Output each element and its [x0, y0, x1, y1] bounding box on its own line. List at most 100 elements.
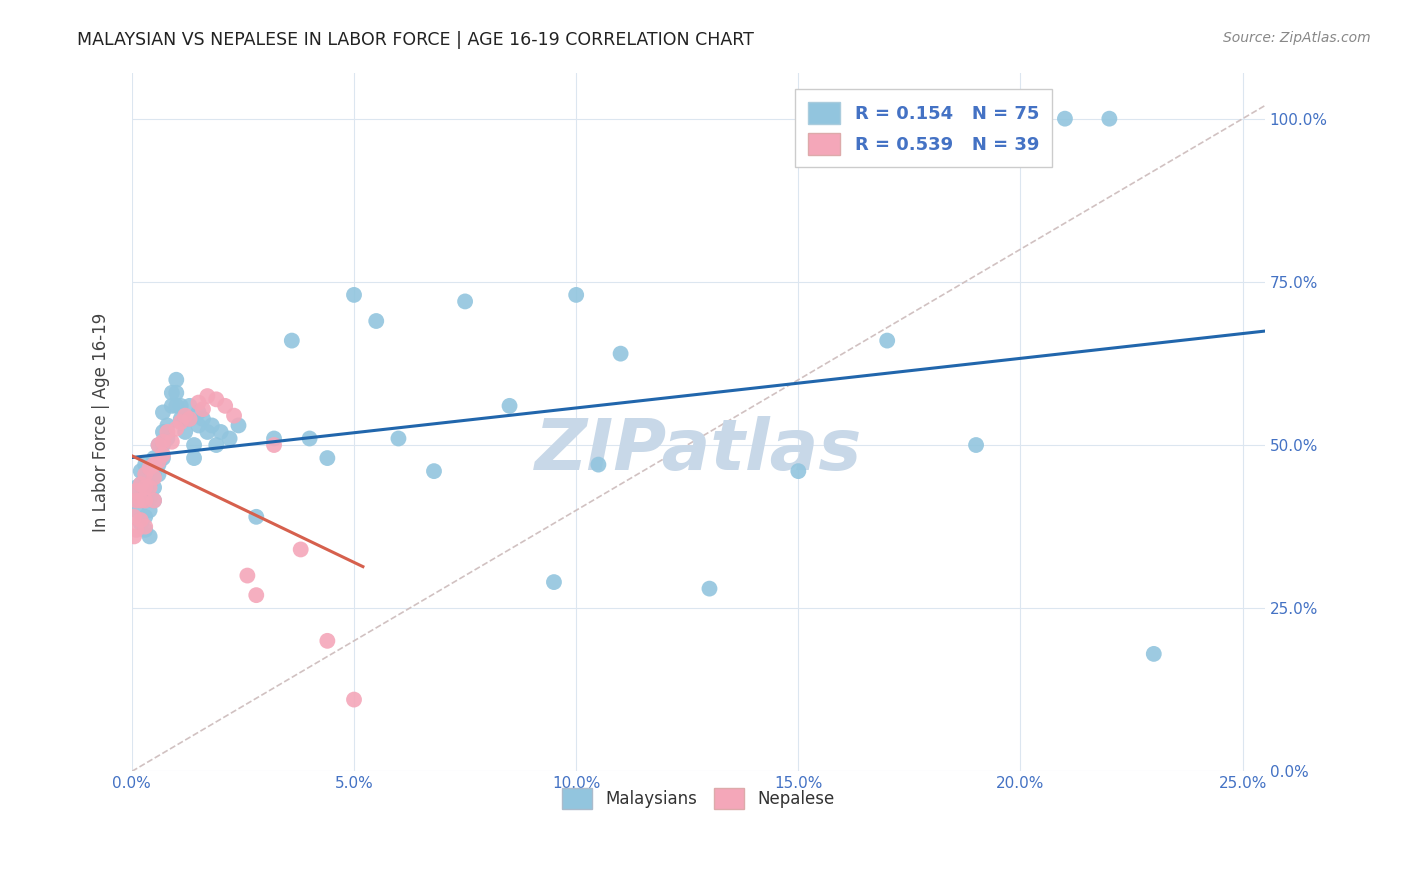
- Point: [191, 412, 214, 426]
- Point: [174, 412, 197, 426]
- Point: [134, 470, 156, 484]
- Point: [165, 422, 187, 436]
- Point: [156, 418, 179, 433]
- Point: [143, 451, 166, 466]
- Point: [125, 480, 148, 494]
- Point: [152, 434, 174, 449]
- Point: [263, 438, 285, 452]
- Point: [138, 503, 160, 517]
- Point: [214, 399, 236, 413]
- Point: [965, 438, 987, 452]
- Point: [187, 405, 209, 419]
- Point: [143, 493, 166, 508]
- Point: [143, 467, 166, 482]
- Point: [152, 448, 174, 462]
- Point: [170, 399, 193, 413]
- Point: [152, 405, 174, 419]
- Point: [125, 523, 148, 537]
- Point: [160, 385, 183, 400]
- Point: [129, 516, 152, 531]
- Point: [134, 523, 156, 537]
- Point: [174, 409, 197, 423]
- Point: [209, 425, 232, 439]
- Point: [129, 477, 152, 491]
- Point: [1143, 647, 1166, 661]
- Point: [179, 399, 201, 413]
- Point: [129, 464, 152, 478]
- Point: [565, 288, 588, 302]
- Point: [387, 432, 409, 446]
- Point: [179, 412, 201, 426]
- Point: [366, 314, 388, 328]
- Point: [148, 454, 170, 468]
- Point: [134, 509, 156, 524]
- Point: [245, 588, 267, 602]
- Point: [1053, 112, 1076, 126]
- Point: [134, 480, 156, 494]
- Point: [343, 692, 366, 706]
- Point: [174, 425, 197, 439]
- Point: [138, 480, 160, 494]
- Point: [170, 415, 193, 429]
- Point: [134, 458, 156, 472]
- Point: [183, 451, 205, 466]
- Point: [129, 513, 152, 527]
- Point: [122, 529, 145, 543]
- Point: [143, 470, 166, 484]
- Point: [138, 461, 160, 475]
- Point: [152, 451, 174, 466]
- Point: [143, 458, 166, 472]
- Point: [205, 438, 228, 452]
- Point: [187, 395, 209, 409]
- Y-axis label: In Labor Force | Age 16-19: In Labor Force | Age 16-19: [93, 312, 110, 532]
- Text: ZIPatlas: ZIPatlas: [534, 416, 862, 484]
- Point: [160, 399, 183, 413]
- Point: [498, 399, 520, 413]
- Point: [152, 438, 174, 452]
- Point: [125, 483, 148, 498]
- Point: [699, 582, 721, 596]
- Point: [179, 412, 201, 426]
- Point: [156, 425, 179, 439]
- Point: [222, 409, 245, 423]
- Point: [165, 399, 187, 413]
- Point: [129, 490, 152, 504]
- Point: [138, 529, 160, 543]
- Point: [129, 493, 152, 508]
- Point: [148, 438, 170, 452]
- Point: [787, 464, 810, 478]
- Point: [134, 467, 156, 482]
- Point: [143, 493, 166, 508]
- Point: [263, 432, 285, 446]
- Point: [125, 503, 148, 517]
- Point: [298, 432, 321, 446]
- Point: [343, 288, 366, 302]
- Point: [281, 334, 304, 348]
- Point: [125, 493, 148, 508]
- Point: [165, 385, 187, 400]
- Text: Source: ZipAtlas.com: Source: ZipAtlas.com: [1223, 31, 1371, 45]
- Point: [148, 438, 170, 452]
- Point: [316, 451, 339, 466]
- Point: [138, 477, 160, 491]
- Point: [160, 434, 183, 449]
- Point: [543, 575, 565, 590]
- Point: [609, 346, 631, 360]
- Point: [183, 438, 205, 452]
- Point: [588, 458, 610, 472]
- Point: [290, 542, 312, 557]
- Point: [187, 418, 209, 433]
- Text: MALAYSIAN VS NEPALESE IN LABOR FORCE | AGE 16-19 CORRELATION CHART: MALAYSIAN VS NEPALESE IN LABOR FORCE | A…: [77, 31, 754, 49]
- Point: [156, 432, 179, 446]
- Point: [143, 480, 166, 494]
- Point: [152, 425, 174, 439]
- Point: [316, 633, 339, 648]
- Point: [228, 418, 250, 433]
- Point: [236, 568, 259, 582]
- Point: [191, 402, 214, 417]
- Point: [197, 425, 219, 439]
- Point: [148, 467, 170, 482]
- Point: [134, 483, 156, 498]
- Point: [134, 493, 156, 508]
- Point: [165, 373, 187, 387]
